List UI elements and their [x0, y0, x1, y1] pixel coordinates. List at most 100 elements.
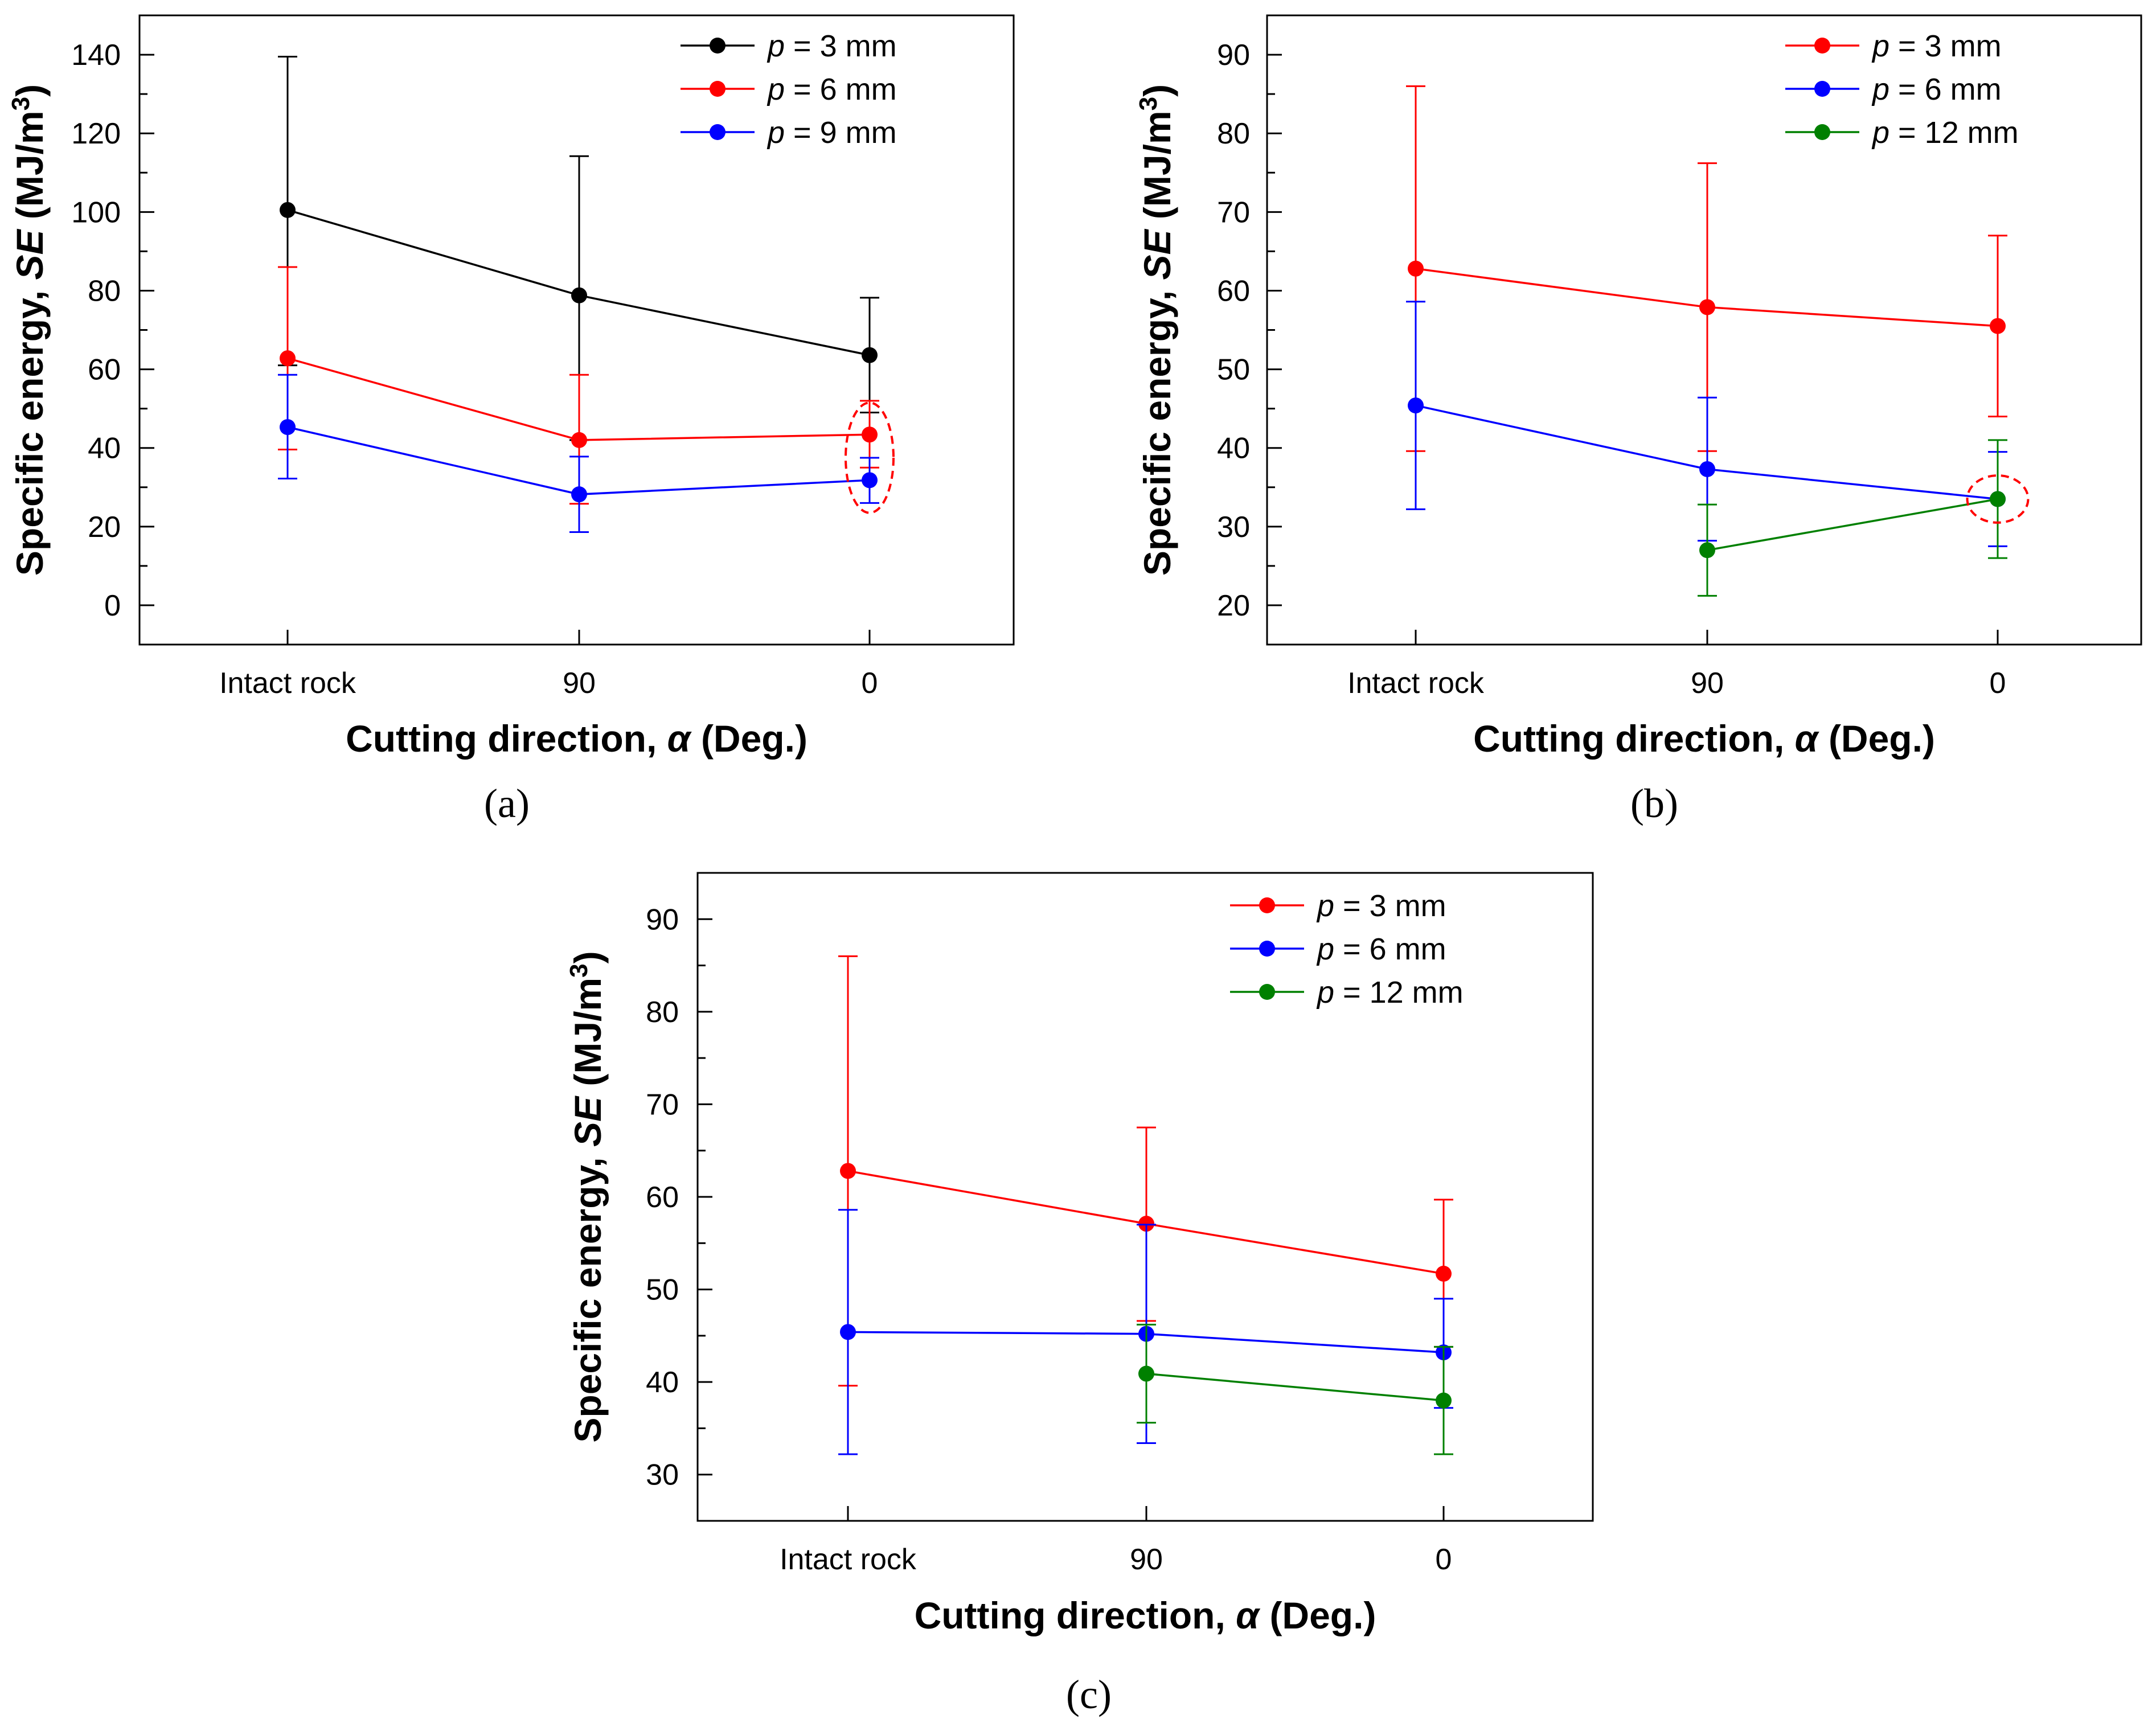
legend-entry-label: = 6 mm [785, 72, 897, 106]
y-tick-label: 80 [88, 274, 121, 307]
y-axis-title-close: ) [1136, 84, 1178, 97]
legend-entry-label: = 6 mm [1889, 72, 2002, 106]
y-tick-label: 40 [88, 432, 121, 465]
y-tick-label: 30 [646, 1459, 679, 1492]
legend-entry: p = 6 mm [1316, 932, 1446, 966]
y-axis-title-symbol: SE [567, 1096, 609, 1147]
data-point [1408, 397, 1424, 414]
legend-entry: p = 3 mm [767, 29, 897, 63]
series-2 [1698, 439, 2007, 597]
legend-entry-variable: p [1871, 29, 1889, 63]
data-point [840, 1324, 856, 1340]
legend-swatch-marker [1814, 38, 1830, 54]
x-axis-title: Cutting direction, α (Deg.) [915, 1594, 1376, 1636]
legend-swatch-marker [710, 124, 726, 140]
x-axis-title-unit: (Deg.) [1259, 1594, 1376, 1636]
legend-entry: p = 6 mm [1871, 72, 2002, 106]
data-point [1138, 1365, 1154, 1382]
legend-entry-label: = 3 mm [1334, 889, 1446, 923]
y-axis-title-text: Specific energy, [567, 1147, 609, 1443]
legend-entry-label: = 9 mm [785, 116, 897, 150]
y-axis-title: Specific energy, SE (MJ/m3) [1134, 84, 1179, 576]
data-point [1436, 1392, 1452, 1409]
legend-entry-variable: p [1316, 975, 1334, 1010]
y-tick-label: 60 [88, 354, 121, 387]
y-axis-title-superscript: 3 [565, 963, 593, 977]
series-2 [1137, 1323, 1453, 1455]
panel-label: (a) [484, 781, 530, 826]
x-tick-label: 0 [1436, 1543, 1452, 1576]
legend-entry: p = 12 mm [1871, 116, 2019, 150]
x-axis-title-text: Cutting direction, [915, 1594, 1236, 1636]
y-tick-label: 80 [1217, 117, 1250, 150]
x-axis-title-unit: (Deg.) [691, 717, 808, 760]
legend-entry: p = 3 mm [1316, 889, 1446, 923]
legend-entry: p = 6 mm [767, 72, 897, 106]
y-tick-label: 40 [1217, 432, 1250, 465]
legend-entry: p = 3 mm [1871, 29, 2002, 63]
x-tick-label: 0 [862, 667, 878, 700]
legend-entry-variable: p [767, 116, 785, 150]
legend-swatch-marker [710, 38, 726, 54]
x-tick-label: 90 [1130, 1543, 1163, 1576]
data-point [862, 426, 878, 443]
legend-entry-variable: p [1871, 72, 1889, 106]
y-axis-title-unit: (MJ/m [1136, 110, 1178, 229]
legend-entry-label: = 6 mm [1334, 932, 1446, 966]
x-axis-title: Cutting direction, α (Deg.) [346, 717, 808, 760]
series-2 [278, 374, 879, 533]
y-axis-title-superscript: 3 [1134, 97, 1162, 110]
y-tick-label: 0 [104, 589, 121, 622]
y-axis-title-unit: (MJ/m [9, 110, 51, 229]
y-tick-label: 70 [646, 1088, 679, 1121]
data-point [571, 432, 587, 448]
y-tick-label: 40 [646, 1366, 679, 1399]
legend-entry-label: = 3 mm [785, 29, 897, 63]
data-point [1408, 260, 1424, 277]
series-line [1146, 1372, 1444, 1402]
y-axis-title: Specific energy, SE (MJ/m3) [565, 951, 609, 1442]
x-axis-title-symbol: α [1236, 1594, 1261, 1636]
data-point [280, 350, 296, 367]
y-axis-title: Specific energy, SE (MJ/m3) [7, 84, 51, 576]
chart-panel-b: 20 30 40 50 60 70 80 90 Intact rock 90 0 Cutting di… [1134, 14, 2142, 826]
y-tick-label: 140 [71, 39, 121, 72]
legend-swatch-marker [1259, 984, 1275, 1000]
data-point [1990, 491, 2006, 507]
plot-frame [696, 872, 1594, 1522]
legend-entry-variable: p [1871, 116, 1889, 150]
y-tick-label: 60 [1217, 274, 1250, 307]
legend-swatch-marker [1814, 81, 1830, 97]
legend-entry-variable: p [1316, 889, 1334, 923]
y-axis-title-symbol: SE [9, 228, 51, 280]
chart-panel-c: 30 40 50 60 70 80 90 Intact rock 90 0 Cutting dire… [565, 872, 1594, 1717]
plot-frame [138, 14, 1015, 646]
legend-entry-variable: p [767, 29, 785, 63]
legend-entry-variable: p [767, 72, 785, 106]
y-axis-title-symbol: SE [1136, 228, 1178, 280]
y-tick-label: 90 [1217, 39, 1250, 72]
panel-label: (c) [1066, 1672, 1112, 1717]
data-point [280, 419, 296, 436]
y-tick-label: 50 [646, 1274, 679, 1307]
legend-entry-label: = 3 mm [1889, 29, 2002, 63]
y-axis-title-close: ) [9, 84, 51, 97]
y-axis-title-text: Specific energy, [9, 280, 51, 576]
y-tick-label: 90 [646, 903, 679, 936]
series-1 [278, 266, 879, 505]
highlight-ellipse [1966, 474, 2030, 524]
y-axis-title-unit: (MJ/m [567, 978, 609, 1097]
series-line [1707, 498, 1998, 551]
y-axis-title-superscript: 3 [7, 97, 35, 110]
highlight-ellipse [845, 401, 895, 514]
legend-swatch-marker [1259, 897, 1275, 913]
legend-entry: p = 9 mm [767, 116, 897, 150]
legend-entry-label: = 12 mm [1889, 116, 2019, 150]
x-axis-title-symbol: α [667, 717, 692, 760]
chart-panel-a: 0 20 40 60 80 100 120 140 Intact rock 90 0 Cutting … [7, 14, 1015, 826]
x-tick-label: 90 [563, 667, 596, 700]
y-tick-label: 80 [646, 996, 679, 1029]
data-point [1138, 1216, 1154, 1232]
x-axis-title-symbol: α [1795, 717, 1820, 760]
